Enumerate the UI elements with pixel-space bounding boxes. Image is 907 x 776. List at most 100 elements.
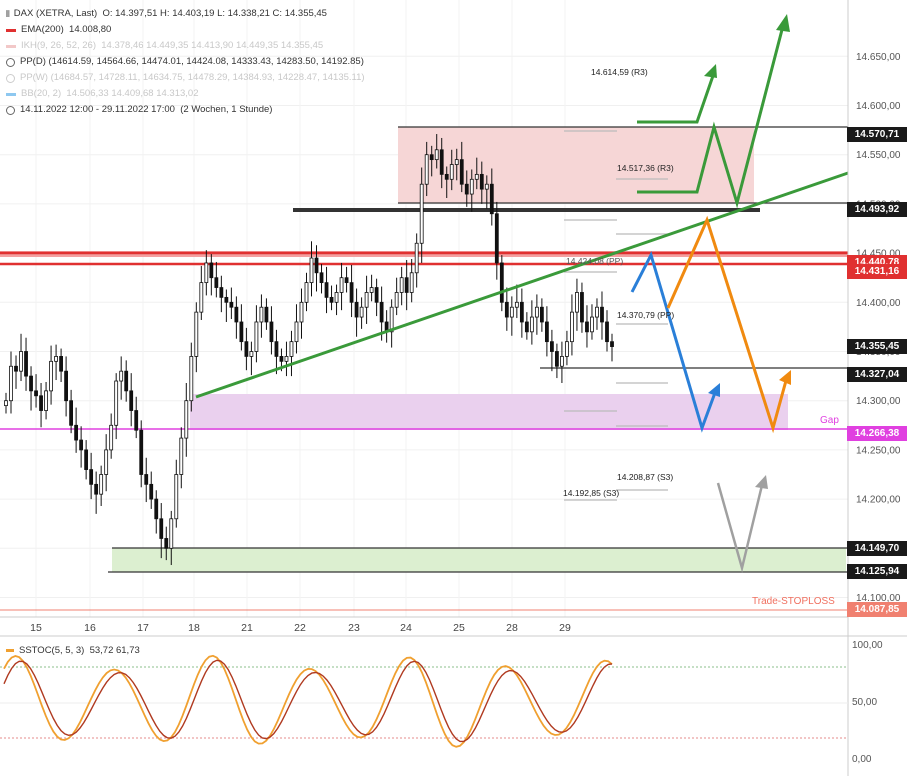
candle-body (219, 287, 224, 298)
candle-body (179, 437, 184, 475)
legend: ⫴ DAX (XETRA, Last) O: 14.397,51 H: 14.4… (6, 6, 365, 118)
candle-body (149, 483, 154, 500)
candle-body (399, 277, 404, 293)
ppd-values: (14614.59, 14564.66, 14474.01, 14424.08,… (48, 56, 364, 67)
oscillator-legend[interactable]: SSTOC(5, 5, 3) 53,72 61,73 (6, 645, 140, 656)
ema-swatch (6, 28, 16, 32)
x-tick-label: 18 (188, 622, 200, 634)
range-note: (2 Wochen, 1 Stunde) (180, 104, 273, 115)
ikh-values: 14.378,46 14.449,35 14.413,90 14.449,35 … (101, 40, 324, 51)
candle-body (329, 296, 334, 303)
candle-body (134, 410, 139, 431)
candle-body (560, 356, 564, 367)
candle-body (444, 173, 449, 180)
legend-range-row[interactable]: 14.11.2022 12:00 - 29.11.2022 17:00 (2 W… (6, 102, 365, 118)
legend-ikh-row[interactable]: IKH(9, 26, 52, 26) 14.378,46 14.449,35 1… (6, 38, 365, 54)
x-tick-label: 16 (84, 622, 96, 634)
blue-scenario (630, 250, 718, 433)
y-tick-label: 14.550,00 (856, 150, 901, 161)
candle-body (429, 154, 434, 161)
candle-body (69, 400, 74, 426)
y-tick-label: 14.250,00 (856, 445, 901, 456)
y-tick-label: 14.650,00 (856, 52, 901, 63)
candle-body (404, 277, 409, 293)
price-tag: 14.149,70 (847, 541, 907, 557)
candle-body (274, 341, 279, 357)
candle-body (344, 277, 349, 284)
gap-zone (190, 394, 788, 430)
candle-body (504, 301, 509, 318)
candle-body (99, 474, 104, 495)
x-tick-label: 23 (348, 622, 360, 634)
eye-icon (6, 73, 15, 83)
price-tag: 14.087,85 (847, 601, 907, 617)
y-tick-label: 14.100,00 (856, 593, 901, 604)
candle-body (555, 351, 559, 367)
candle-body (29, 375, 33, 392)
candle-body (304, 282, 309, 303)
legend-ppw-row[interactable]: PP(W) (14684.57, 14728.11, 14634.75, 144… (6, 70, 365, 86)
candle-body (319, 272, 324, 284)
stoch-d-line (3, 659, 613, 743)
y-tick-label: 14.450,00 (856, 249, 901, 260)
y-axis: 14.100,0014.150,0014.200,0014.250,0014.3… (856, 52, 901, 604)
x-axis: 15 16 17 18 21 22 23 24 25 28 29 (30, 622, 571, 634)
candle-body (204, 262, 209, 284)
y-tick-label: 14.300,00 (856, 396, 901, 407)
orange-scenario (666, 215, 789, 434)
y-tick-label: 14.400,00 (856, 298, 901, 309)
legend-bb-row[interactable]: BB(20, 2) 14.506,33 14.409,68 14.313,02 (6, 86, 365, 102)
candle-body (374, 287, 379, 303)
price-tag: 14.125,94 (847, 564, 907, 580)
bb-swatch (6, 92, 16, 96)
candle-body (414, 242, 419, 274)
candle-body (489, 183, 494, 215)
price-tag: 14.431,16 (847, 264, 907, 280)
candle-body (600, 306, 604, 323)
candle-body (284, 356, 289, 362)
arrow-up-icon (776, 14, 790, 32)
candle-body (610, 341, 614, 347)
x-tick-label: 22 (294, 622, 306, 634)
candle-body (585, 321, 589, 333)
candle-body (189, 356, 194, 402)
candle-body (54, 356, 58, 362)
legend-ppd-row[interactable]: PP(D) (14614.59, 14564.66, 14474.01, 144… (6, 54, 365, 70)
candle-body (469, 178, 474, 195)
candle-body (224, 296, 229, 303)
candle-body (169, 518, 174, 549)
candle-body (459, 159, 464, 185)
candle-body (269, 321, 274, 343)
ppw-label: PP(W) (20, 72, 48, 83)
trend-line (195, 171, 849, 399)
osc-tick-100: 100,00 (852, 640, 883, 651)
candle-body (9, 365, 13, 402)
candle-body (109, 424, 114, 451)
candle-body (174, 474, 179, 520)
legend-instrument-row: ⫴ DAX (XETRA, Last) O: 14.397,51 H: 14.4… (6, 6, 365, 22)
candle-body (59, 356, 63, 372)
osc-tick-50: 50,00 (852, 697, 878, 708)
candle-body (580, 292, 584, 323)
legend-ema-row[interactable]: EMA(200) 14.008,80 (6, 22, 365, 38)
candle-body (479, 173, 484, 190)
candle-body (529, 316, 534, 333)
x-tick-label: 29 (559, 622, 571, 634)
candle-body (209, 262, 214, 279)
candle-body (394, 292, 399, 308)
ppd-label: PP(D) (20, 56, 46, 67)
candle-body (264, 306, 269, 323)
candle-body (94, 483, 99, 495)
candle-body (194, 311, 199, 357)
x-tick-label: 17 (137, 622, 149, 634)
candle-body (139, 429, 144, 475)
date-range: 14.11.2022 12:00 - 29.11.2022 17:00 (20, 104, 175, 115)
candle-body (359, 306, 364, 318)
candle-body (199, 282, 204, 313)
candle-body (439, 149, 444, 175)
arrow-up-icon (704, 64, 717, 78)
candle-body (544, 321, 549, 343)
arrow-up-icon (779, 370, 791, 385)
instrument-name: DAX (XETRA, Last) (13, 8, 98, 19)
s3-upper-label: 14.208,87 (S3) (617, 472, 674, 482)
